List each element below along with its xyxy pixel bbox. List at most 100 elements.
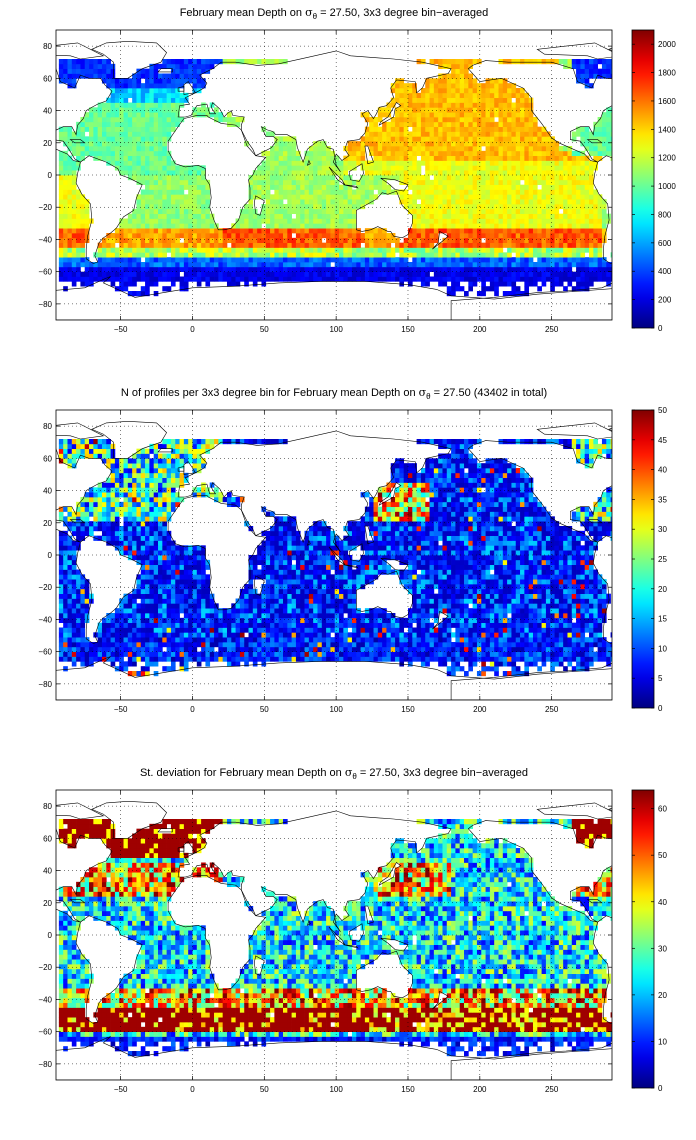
data-cell bbox=[270, 199, 275, 205]
data-cell bbox=[192, 656, 198, 662]
data-cell bbox=[145, 150, 150, 157]
data-cell bbox=[584, 63, 590, 70]
data-cell bbox=[145, 131, 150, 137]
data-cell bbox=[558, 646, 564, 653]
data-cell bbox=[489, 651, 495, 657]
data-cell bbox=[287, 175, 292, 181]
data-cell bbox=[459, 150, 465, 157]
data-cell bbox=[420, 146, 426, 152]
data-cell bbox=[532, 117, 538, 123]
data-cell bbox=[270, 223, 275, 229]
data-cell bbox=[412, 88, 417, 94]
data-cell bbox=[511, 204, 517, 210]
data-cell bbox=[425, 117, 430, 123]
data-cell bbox=[554, 141, 560, 147]
data-cell bbox=[429, 78, 435, 84]
data-cell bbox=[127, 247, 133, 253]
data-cell bbox=[291, 208, 297, 215]
data-cell bbox=[188, 189, 193, 195]
data-cell bbox=[593, 223, 598, 229]
data-cell bbox=[464, 237, 469, 244]
data-cell bbox=[209, 642, 215, 648]
data-cell bbox=[71, 141, 77, 147]
data-cell bbox=[511, 223, 517, 229]
data-cell bbox=[489, 175, 495, 181]
data-cell bbox=[601, 233, 607, 239]
data-cell bbox=[532, 642, 538, 648]
data-cell bbox=[89, 651, 94, 657]
data-cell bbox=[459, 194, 465, 200]
data-cell bbox=[162, 170, 167, 176]
data-cell bbox=[395, 131, 400, 137]
data-cell bbox=[136, 165, 142, 171]
data-cell bbox=[326, 252, 331, 258]
data-cell bbox=[364, 646, 370, 653]
data-cell bbox=[270, 194, 275, 200]
data-cell bbox=[287, 189, 292, 195]
data-cell bbox=[407, 271, 413, 277]
data-cell bbox=[438, 228, 443, 234]
data-cell bbox=[321, 271, 327, 277]
data-cell bbox=[502, 83, 508, 89]
data-cell bbox=[300, 228, 305, 234]
data-cell bbox=[597, 271, 603, 277]
data-cell bbox=[132, 92, 137, 99]
data-cell bbox=[175, 233, 180, 239]
data-cell bbox=[205, 63, 211, 70]
data-cell bbox=[287, 237, 292, 244]
data-cell bbox=[576, 160, 581, 166]
data-cell bbox=[395, 78, 400, 84]
data-cell bbox=[153, 199, 159, 205]
data-cell bbox=[528, 175, 534, 181]
data-cell bbox=[114, 666, 120, 672]
data-cell bbox=[377, 247, 383, 253]
data-cell bbox=[589, 276, 594, 282]
data-cell bbox=[567, 661, 573, 667]
data-cell bbox=[442, 262, 448, 268]
data-cell bbox=[261, 257, 267, 263]
data-cell bbox=[545, 228, 551, 234]
data-cell bbox=[351, 194, 357, 200]
data-cell bbox=[425, 281, 430, 287]
data-cell bbox=[326, 218, 331, 224]
data-cell bbox=[571, 165, 577, 171]
data-cell bbox=[464, 150, 469, 157]
data-cell bbox=[248, 242, 254, 248]
data-cell bbox=[476, 165, 482, 171]
data-cell bbox=[485, 651, 491, 657]
data-cell bbox=[283, 213, 288, 219]
data-cell bbox=[205, 223, 211, 229]
data-cell bbox=[347, 189, 353, 195]
data-cell bbox=[84, 141, 90, 147]
data-cell bbox=[451, 68, 456, 74]
data-cell bbox=[339, 646, 344, 653]
data-cell bbox=[166, 88, 172, 94]
data-cell bbox=[127, 78, 133, 84]
data-cell bbox=[563, 146, 568, 152]
data-cell bbox=[192, 107, 198, 113]
data-cell bbox=[589, 262, 594, 268]
data-cell bbox=[489, 83, 495, 89]
data-cell bbox=[589, 199, 594, 205]
data-cell bbox=[226, 112, 232, 118]
data-cell bbox=[412, 276, 417, 282]
data-cell bbox=[162, 228, 167, 234]
data-cell bbox=[93, 68, 99, 74]
data-cell bbox=[597, 131, 603, 137]
data-cell bbox=[334, 189, 340, 195]
data-cell bbox=[494, 646, 499, 653]
data-cell bbox=[127, 642, 133, 648]
data-cell bbox=[589, 68, 594, 74]
data-cell bbox=[196, 262, 202, 268]
data-cell bbox=[489, 204, 495, 210]
data-cell bbox=[114, 107, 120, 113]
data-cell bbox=[89, 281, 94, 287]
data-cell bbox=[330, 247, 336, 253]
data-cell bbox=[158, 247, 163, 253]
data-cell bbox=[218, 228, 224, 234]
data-cell bbox=[455, 131, 461, 137]
data-cell bbox=[606, 131, 611, 137]
data-cell bbox=[442, 281, 448, 287]
data-cell bbox=[140, 228, 146, 234]
data-cell bbox=[179, 661, 185, 667]
